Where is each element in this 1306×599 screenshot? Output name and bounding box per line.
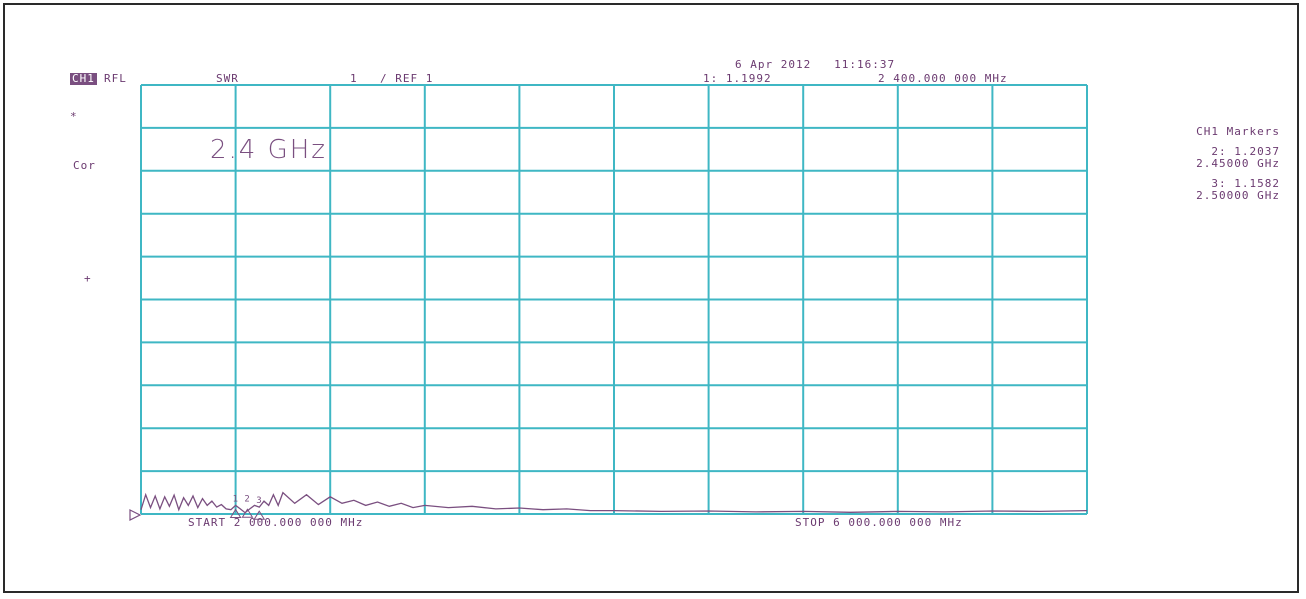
- start-frequency: START 2 000.000 000 MHz: [188, 516, 364, 529]
- marker-2-value: 2: 1.2037: [1211, 145, 1280, 158]
- mode-label: SWR: [216, 72, 239, 85]
- cor-annotation: Cor: [73, 159, 96, 172]
- marker-2-label: 2: [244, 494, 249, 504]
- markers-panel-title: CH1 Markers: [1196, 125, 1280, 138]
- marker-2: [241, 508, 254, 518]
- channel-label: CH1: [70, 72, 97, 85]
- marker-3: [253, 510, 266, 520]
- plot-grid: [140, 84, 1088, 515]
- plus-annotation: +: [84, 272, 92, 285]
- stop-frequency: STOP 6 000.000 000 MHz: [795, 516, 963, 529]
- plot-frame: [3, 3, 1299, 593]
- marker-readout: 1: 1.1992: [703, 72, 772, 85]
- marker-frequency: 2 400.000 000 MHz: [878, 72, 1008, 85]
- format-label: RFL: [104, 72, 127, 85]
- datetime-label: 6 Apr 2012 11:16:37: [735, 58, 896, 71]
- marker-3-frequency: 2.50000 GHz: [1196, 189, 1280, 202]
- reference-label: / REF 1: [380, 72, 434, 85]
- marker-1: [229, 508, 242, 518]
- markers-panel: CH1 Markers 2: 1.2037 2.45000 GHz 3: 1.1…: [1116, 126, 1282, 202]
- marker-2-frequency: 2.45000 GHz: [1196, 157, 1280, 170]
- marker-3-value: 3: 1.1582: [1211, 177, 1280, 190]
- scale-label: 1: [350, 72, 358, 85]
- trace-group: [140, 491, 1088, 514]
- frequency-annotation: 2.4 GHz: [210, 135, 327, 165]
- marker-1-label: 1: [233, 494, 238, 504]
- reference-arrow-icon: [129, 509, 142, 521]
- marker-3-label: 3: [256, 496, 261, 506]
- swr-trace: [140, 491, 1088, 514]
- star-annotation: *: [70, 110, 78, 123]
